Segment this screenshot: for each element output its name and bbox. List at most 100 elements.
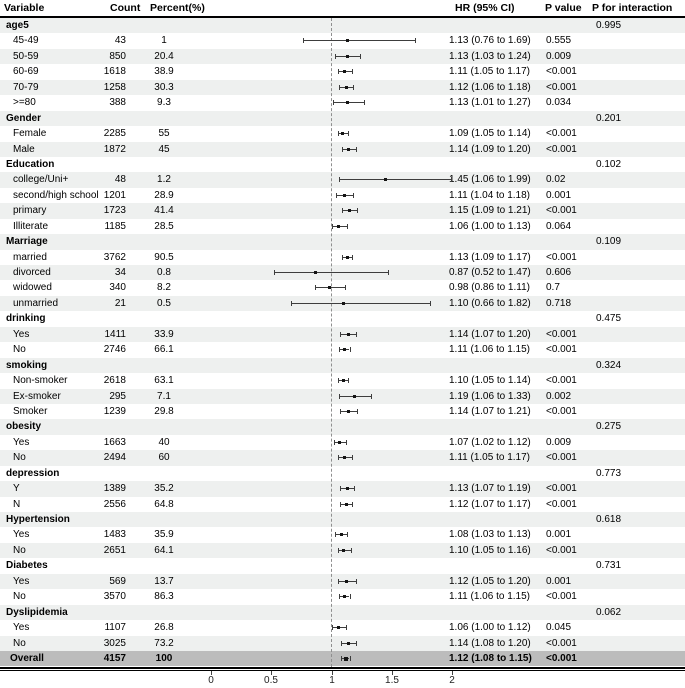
row-percent: 60 [158, 452, 170, 464]
row-p-value: <0.001 [546, 81, 577, 93]
row-count: 1872 [103, 143, 126, 155]
ci-cap-upper [353, 192, 355, 198]
row-hr-ci: 1.10 (1.05 to 1.14) [449, 375, 531, 387]
row-count: 3762 [103, 251, 126, 263]
axis-tick [392, 671, 393, 675]
forest-group-row: Education 0.102 [0, 157, 685, 172]
forest-group-row: obesity 0.275 [0, 419, 685, 435]
ci-cap-lower [341, 655, 343, 661]
row-p-value: 0.045 [546, 622, 572, 634]
row-hr-ci: 1.13 (1.07 to 1.19) [449, 483, 531, 495]
forest-group-row: depression 0.773 [0, 466, 685, 481]
row-p-value: 0.064 [546, 220, 572, 232]
forest-item-row: No 3570 86.3 1.11 (1.06 to 1.15) <0.001 [0, 589, 685, 604]
ci-cap-upper [346, 439, 347, 445]
row-label: smoking [6, 359, 48, 371]
row-p-interaction: 0.324 [596, 359, 622, 371]
forest-group-row: Hypertension 0.618 [0, 512, 685, 528]
forest-group-row: Diabetes 0.731 [0, 558, 685, 573]
row-label: No [13, 544, 26, 556]
row-label: Yes [13, 575, 30, 587]
row-hr-ci: 1.11 (1.04 to 1.18) [449, 189, 530, 201]
hr-point-marker [348, 209, 352, 213]
row-count: 1723 [103, 205, 126, 217]
row-p-value: <0.001 [546, 344, 577, 356]
row-label: No [13, 344, 26, 356]
forest-item-row: Yes 1411 33.9 1.14 (1.07 to 1.20) <0.001 [0, 326, 685, 343]
row-hr-ci: 1.09 (1.05 to 1.14) [449, 128, 531, 140]
ci-cap-upper [352, 455, 353, 461]
forest-item-row: Yes 1663 40 1.07 (1.02 to 1.12) 0.009 [0, 435, 685, 450]
ci-cap-upper [352, 69, 353, 75]
hr-point-marker [384, 178, 388, 182]
forest-item-row: Smoker 1239 29.8 1.14 (1.07 to 1.21) <0.001 [0, 404, 685, 419]
row-percent: 38.9 [154, 66, 174, 78]
axis-rule-top [0, 667, 685, 669]
forest-item-row: Non-smoker 2618 63.1 1.10 (1.05 to 1.14) <0.… [0, 373, 685, 388]
hr-point-marker [343, 348, 347, 352]
ci-line [290, 302, 431, 304]
row-count: 1663 [103, 436, 126, 448]
axis-tick [332, 671, 333, 675]
ci-cap-lower [342, 254, 344, 260]
row-hr-ci: 0.98 (0.86 to 1.11) [449, 282, 530, 294]
row-count: 21 [114, 297, 126, 309]
ci-line [302, 40, 415, 42]
hr-point-marker [345, 487, 349, 491]
row-hr-ci: 1.06 (1.00 to 1.12) [449, 622, 531, 634]
forest-item-row: 45-49 43 1 1.13 (0.76 to 1.69) 0.555 [0, 33, 685, 48]
col-header-p-value: P value [545, 2, 582, 14]
row-percent: 86.3 [154, 591, 174, 603]
row-hr-ci: 1.10 (0.66 to 1.82) [449, 297, 531, 309]
ci-cap-upper [350, 547, 352, 553]
row-p-value: <0.001 [546, 205, 577, 217]
hr-point-marker [344, 85, 348, 89]
row-p-interaction: 0.062 [596, 606, 622, 618]
row-label: second/high school [13, 189, 99, 201]
row-hr-ci: 1.14 (1.07 to 1.20) [449, 328, 531, 340]
row-hr-ci: 1.45 (1.06 to 1.99) [449, 174, 531, 186]
row-p-value: <0.001 [546, 405, 577, 417]
row-hr-ci: 1.13 (1.01 to 1.27) [449, 97, 531, 109]
row-count: 34 [114, 267, 126, 278]
ci-cap-upper [355, 146, 357, 152]
row-p-value: 0.001 [546, 529, 572, 541]
ci-cap-lower [342, 208, 344, 214]
row-p-value: <0.001 [546, 498, 577, 510]
row-p-value: <0.001 [546, 375, 577, 387]
row-label: Education [6, 158, 55, 170]
row-hr-ci: 1.11 (1.05 to 1.17) [449, 452, 530, 464]
ci-cap-lower [338, 177, 340, 183]
row-p-value: <0.001 [546, 483, 577, 495]
row-percent: 33.9 [154, 328, 174, 340]
col-header-variable: Variable [4, 2, 45, 14]
row-hr-ci: 1.14 (1.07 to 1.21) [449, 405, 531, 417]
ci-cap-lower [337, 378, 339, 384]
row-count: 48 [114, 174, 126, 186]
ci-cap-upper [348, 378, 350, 384]
row-label: Overall [10, 652, 44, 664]
hr-point-marker [346, 332, 350, 336]
row-p-value: <0.001 [546, 143, 577, 155]
row-count: 1389 [103, 483, 126, 495]
row-label: Male [13, 143, 35, 155]
row-hr-ci: 1.12 (1.07 to 1.17) [449, 498, 531, 510]
ci-cap-upper [360, 53, 362, 59]
row-hr-ci: 1.12 (1.08 to 1.15) [449, 652, 532, 664]
hr-point-marker [343, 456, 347, 460]
row-count: 1483 [103, 529, 126, 541]
col-header-count: Count [110, 2, 141, 14]
row-label: >=80 [13, 97, 36, 109]
forest-item-row: second/high school 1201 28.9 1.11 (1.04 to … [0, 188, 685, 203]
ci-cap-lower [337, 578, 339, 584]
forest-group-row: age5 0.995 [0, 18, 685, 34]
ci-cap-lower [290, 300, 292, 306]
row-percent: 35.2 [154, 483, 174, 495]
row-hr-ci: 1.13 (0.76 to 1.69) [449, 35, 531, 47]
ci-cap-upper [352, 501, 353, 507]
row-label: divorced [13, 267, 51, 278]
row-count: 2556 [103, 498, 126, 510]
row-p-interaction: 0.109 [596, 236, 622, 248]
row-p-interaction: 0.102 [596, 158, 622, 170]
hr-point-marker [345, 101, 349, 105]
